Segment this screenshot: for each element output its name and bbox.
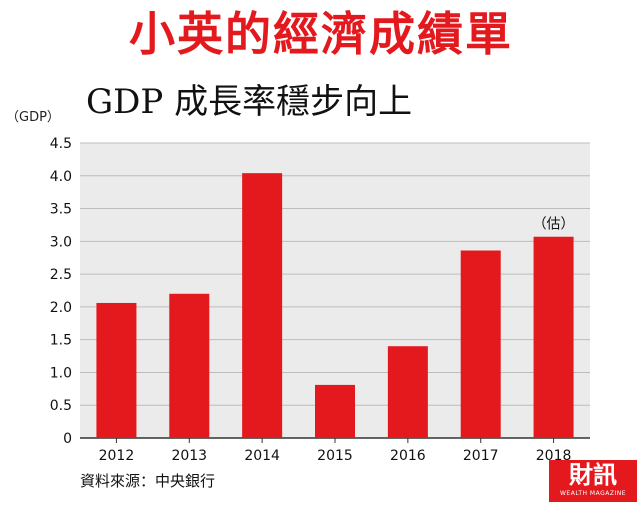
y-tick-label: 1.0 [50, 365, 72, 381]
logo-text: 財訊 [569, 460, 617, 489]
y-tick-label: 3.0 [50, 234, 72, 250]
y-tick-label: 0 [63, 431, 72, 447]
y-axis-label: （GDP） [6, 110, 60, 125]
source-note: 資料來源：中央銀行 [80, 472, 216, 490]
brand-logo: 財訊 WEALTH MAGAZINE [549, 460, 637, 502]
y-tick-label: 4.5 [50, 136, 72, 152]
chart-title: 小英的經濟成績單 [129, 7, 513, 61]
logo-subtext: WEALTH MAGAZINE [559, 490, 627, 497]
x-tick-label: 2016 [390, 448, 426, 464]
y-tick-label: 2.0 [50, 300, 72, 316]
x-tick-label: 2013 [171, 448, 207, 464]
x-tick-label: 2015 [317, 448, 353, 464]
y-tick-label: 1.5 [50, 333, 72, 349]
bar-chart: 0 0.5 1.0 1.5 2.0 2.5 3.0 3.5 4.0 4.5 2012 2013 2014… [50, 136, 590, 464]
bar-2017 [460, 250, 501, 438]
bar-2012 [96, 302, 137, 438]
bar-annotation: （估） [533, 217, 575, 233]
bar-2018 [533, 236, 574, 438]
y-tick-label: 4.0 [50, 169, 72, 185]
x-tick-label: 2012 [99, 448, 135, 464]
chart-subtitle: GDP 成長率穩步向上 [86, 82, 413, 122]
bar-2013 [169, 293, 210, 438]
x-tick-label: 2017 [463, 448, 499, 464]
x-tick-label: 2014 [244, 448, 280, 464]
y-tick-label: 2.5 [50, 267, 72, 283]
bar-2015 [315, 384, 355, 438]
y-tick-label: 3.5 [50, 202, 72, 218]
y-tick-label: 0.5 [50, 398, 72, 414]
bar-2016 [387, 346, 428, 438]
bar-2014 [242, 173, 283, 438]
